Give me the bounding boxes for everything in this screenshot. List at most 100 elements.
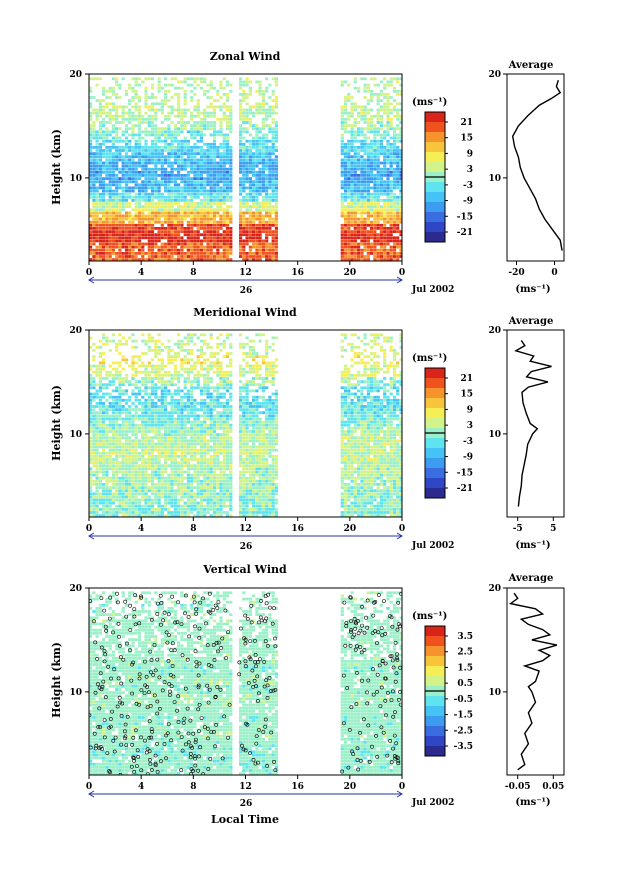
heatmap-cell <box>118 501 122 505</box>
heatmap-cell <box>157 498 161 502</box>
heatmap-cell <box>373 220 377 224</box>
heatmap-cell <box>95 199 99 202</box>
heatmap-cell <box>131 233 135 237</box>
heatmap-cell <box>229 177 233 180</box>
heatmap-cell <box>389 142 393 146</box>
heatmap-cell <box>105 149 109 152</box>
heatmap-cell <box>102 180 106 184</box>
heatmap-cell <box>147 105 151 109</box>
heatmap-cell <box>170 395 174 399</box>
heatmap-cell <box>154 370 158 374</box>
heatmap-cell <box>111 367 115 371</box>
heatmap-cell <box>141 80 145 84</box>
heatmap-cell <box>105 458 109 461</box>
heatmap-cell <box>274 127 278 131</box>
heatmap-cell <box>95 233 99 237</box>
heatmap-cell <box>170 498 174 502</box>
heatmap-cell <box>399 208 402 212</box>
heatmap-cell <box>180 373 184 377</box>
heatmap-cell <box>186 161 190 165</box>
heatmap-cell <box>396 167 400 171</box>
heatmap-cell <box>212 142 217 146</box>
heatmap-cell <box>124 514 129 517</box>
heatmap-cell <box>98 248 102 252</box>
heatmap-cell <box>392 114 397 118</box>
heatmap-cell <box>245 223 249 227</box>
heatmap-cell <box>183 152 187 155</box>
heatmap-cell <box>157 380 161 383</box>
heatmap-cell <box>157 414 161 418</box>
heatmap-cell <box>350 114 354 118</box>
heatmap-cell <box>366 142 370 146</box>
heatmap-cell <box>206 180 210 184</box>
heatmap-cell <box>134 411 138 415</box>
heatmap-cell <box>144 111 148 115</box>
heatmap-cell <box>274 124 278 127</box>
heatmap-cell <box>392 223 397 227</box>
heatmap-cell <box>105 386 109 390</box>
heatmap-cell <box>357 127 361 131</box>
heatmap-cell <box>134 77 138 81</box>
heatmap-cell <box>98 389 102 393</box>
heatmap-cell <box>396 93 400 96</box>
heatmap-cell <box>98 77 102 81</box>
heatmap-cell <box>170 442 174 446</box>
heatmap-cell <box>271 130 275 134</box>
heatmap-cell <box>160 174 164 177</box>
heatmap-cell <box>105 114 109 118</box>
heatmap-cell <box>183 483 187 486</box>
heatmap-cell <box>131 208 135 212</box>
heatmap-cell <box>206 252 210 255</box>
heatmap-cell <box>89 445 93 449</box>
heatmap-cell <box>164 195 168 199</box>
heatmap-cell <box>271 233 275 237</box>
heatmap-cell <box>242 183 246 187</box>
heatmap-cell <box>95 236 99 240</box>
heatmap-cell <box>137 142 142 146</box>
heatmap-cell <box>248 192 252 196</box>
heatmap-cell <box>274 248 278 252</box>
heatmap-cell <box>252 227 256 230</box>
heatmap-cell <box>105 377 109 380</box>
heatmap-cell <box>118 258 122 261</box>
heatmap-cell <box>255 136 259 140</box>
heatmap-cell <box>124 252 129 255</box>
heatmap-cell <box>261 239 265 243</box>
heatmap-cell <box>134 217 138 221</box>
heatmap-cell <box>344 142 348 146</box>
heatmap-cell <box>111 236 115 240</box>
heatmap-cell <box>245 127 249 131</box>
heatmap-cell <box>216 239 220 243</box>
heatmap-cell <box>154 455 158 458</box>
heatmap-cell <box>134 345 138 349</box>
heatmap-cell <box>229 248 233 252</box>
heatmap-cell <box>128 486 132 489</box>
heatmap-cell <box>95 483 99 486</box>
heatmap-cell <box>121 367 125 371</box>
heatmap-cell <box>160 492 164 496</box>
heatmap-cell <box>105 245 109 249</box>
heatmap-cell <box>92 227 96 230</box>
heatmap-cell <box>164 183 168 187</box>
heatmap-cell <box>105 199 109 202</box>
heatmap-cell <box>248 108 252 112</box>
heatmap-cell <box>98 420 102 424</box>
heatmap-cell <box>160 479 164 483</box>
heatmap-cell <box>115 114 119 118</box>
heatmap-cell <box>363 152 367 155</box>
heatmap-cell <box>180 239 184 243</box>
heatmap-cell <box>147 214 151 218</box>
heatmap-cell <box>353 214 357 218</box>
heatmap-cell <box>353 233 357 237</box>
heatmap-cell <box>98 255 102 258</box>
heatmap-cell <box>344 121 348 124</box>
heatmap-cell <box>98 114 102 118</box>
heatmap-cell <box>131 174 135 177</box>
heatmap-cell <box>274 239 278 243</box>
heatmap-cell <box>180 220 184 224</box>
heatmap-cell <box>242 211 246 215</box>
heatmap-cell <box>212 202 217 205</box>
heatmap-cell <box>347 117 351 121</box>
heatmap-cell <box>173 508 177 511</box>
heatmap-cell <box>180 511 184 514</box>
